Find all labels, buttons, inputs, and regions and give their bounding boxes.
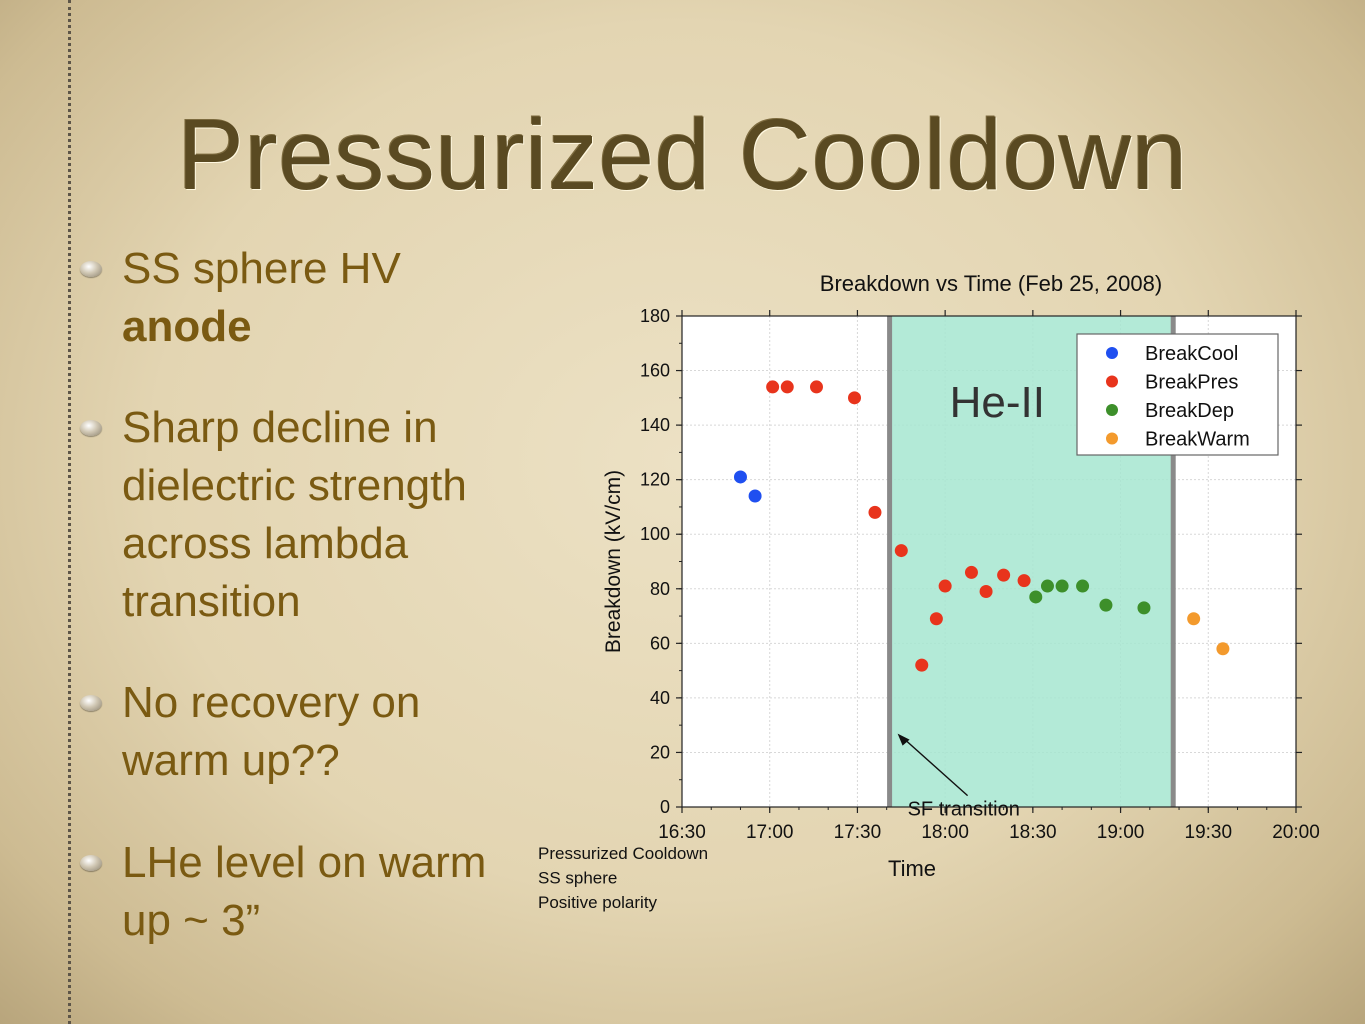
bullet-text: LHe level on warm up ~ 3”	[122, 838, 487, 945]
bullet-dot-icon	[80, 261, 102, 277]
legend-label: BreakPres	[1145, 372, 1238, 394]
x-tick-label: 18:30	[1009, 822, 1057, 843]
data-point-breakwarm	[1216, 642, 1230, 656]
annotation-label: SF transition	[908, 799, 1020, 821]
legend-marker-breakwarm	[1106, 432, 1118, 445]
legend-marker-breakdep	[1106, 404, 1118, 416]
data-point-breakpres	[938, 579, 952, 593]
data-point-breakpres	[997, 568, 1011, 582]
slide-title: Pressurized Cooldown	[177, 99, 1188, 211]
data-point-breakcool	[748, 489, 762, 503]
x-tick-label: 20:00	[1272, 822, 1320, 843]
legend-label: BreakDep	[1145, 400, 1234, 422]
data-point-breakdep	[1076, 579, 1090, 593]
legend-label: BreakWarm	[1145, 429, 1250, 451]
side-note-line: Positive polarity	[538, 893, 658, 912]
bullet-item: SS sphere HV anode	[80, 240, 542, 356]
bullet-dot-icon	[80, 420, 102, 436]
x-axis-label: Time	[888, 856, 936, 881]
data-point-breakpres	[809, 380, 823, 394]
bullet-text: Sharp decline in dielectric strength acr…	[122, 403, 467, 626]
bullet-item: Sharp decline in dielectric strength acr…	[80, 399, 542, 631]
y-tick-label: 40	[650, 688, 670, 708]
y-tick-label: 0	[660, 797, 670, 817]
bullet-item: No recovery on warm up??	[80, 674, 482, 790]
breakdown-chart: He-II 16:30 17:00 17:30 18:00 18:30 19:00 19:30…	[538, 271, 1320, 912]
y-tick-label: 20	[650, 742, 670, 762]
data-point-breakpres	[979, 585, 993, 599]
data-point-breakdep	[1137, 601, 1151, 615]
annotation-arrow-head	[897, 733, 910, 746]
legend-marker-breakcool	[1106, 347, 1118, 359]
chart-title: Breakdown vs Time (Feb 25, 2008)	[820, 271, 1162, 296]
side-note-line: Pressurized Cooldown	[538, 844, 708, 863]
data-point-breakpres	[780, 380, 794, 394]
x-tick-label: 17:30	[834, 822, 882, 843]
x-tick-label: 19:00	[1097, 822, 1145, 843]
data-point-breakpres	[848, 391, 862, 405]
legend-marker-breakpres	[1106, 375, 1118, 388]
data-point-breakdep	[1099, 598, 1113, 612]
data-point-breakdep	[1029, 590, 1043, 604]
data-point-breakpres	[766, 380, 780, 394]
bullet-text: No recovery on warm up??	[122, 678, 421, 785]
x-tick-label: 17:00	[746, 822, 794, 843]
bullet-item: LHe level on warm up ~ 3”	[80, 834, 532, 950]
y-tick-label: 180	[640, 306, 670, 326]
y-tick-label: 120	[640, 470, 670, 490]
y-tick-label: 140	[640, 415, 670, 435]
x-tick-label: 18:00	[921, 822, 969, 843]
side-note-line: SS sphere	[538, 869, 617, 888]
legend-label: BreakCool	[1145, 343, 1238, 365]
annotation-arrow-line	[901, 736, 969, 797]
y-tick-label: 60	[650, 633, 670, 653]
bullet-dot-icon	[80, 695, 102, 711]
y-tick-label: 160	[640, 361, 670, 381]
data-point-breakdep	[1055, 579, 1069, 593]
data-point-breakwarm	[1187, 612, 1201, 626]
data-point-breakpres	[929, 612, 943, 626]
data-point-breakcool	[733, 470, 747, 484]
data-point-breakpres	[1017, 574, 1031, 588]
data-point-breakpres	[868, 505, 882, 519]
x-tick-label: 19:30	[1185, 822, 1233, 843]
x-tick-label: 16:30	[658, 822, 706, 843]
bullet-bold-text: anode	[122, 302, 252, 351]
y-tick-label: 100	[640, 524, 670, 544]
bullet-dot-icon	[80, 855, 102, 871]
region-label: He-II	[950, 378, 1045, 427]
data-point-breakdep	[1040, 579, 1054, 593]
data-point-breakpres	[915, 658, 929, 672]
notebook-margin-line	[68, 0, 71, 1024]
data-point-breakpres	[894, 544, 908, 558]
data-point-breakpres	[964, 565, 978, 579]
y-tick-label: 80	[650, 579, 670, 599]
y-axis-label: Breakdown (kV/cm)	[602, 470, 625, 653]
bullet-text: SS sphere HV	[122, 244, 401, 293]
